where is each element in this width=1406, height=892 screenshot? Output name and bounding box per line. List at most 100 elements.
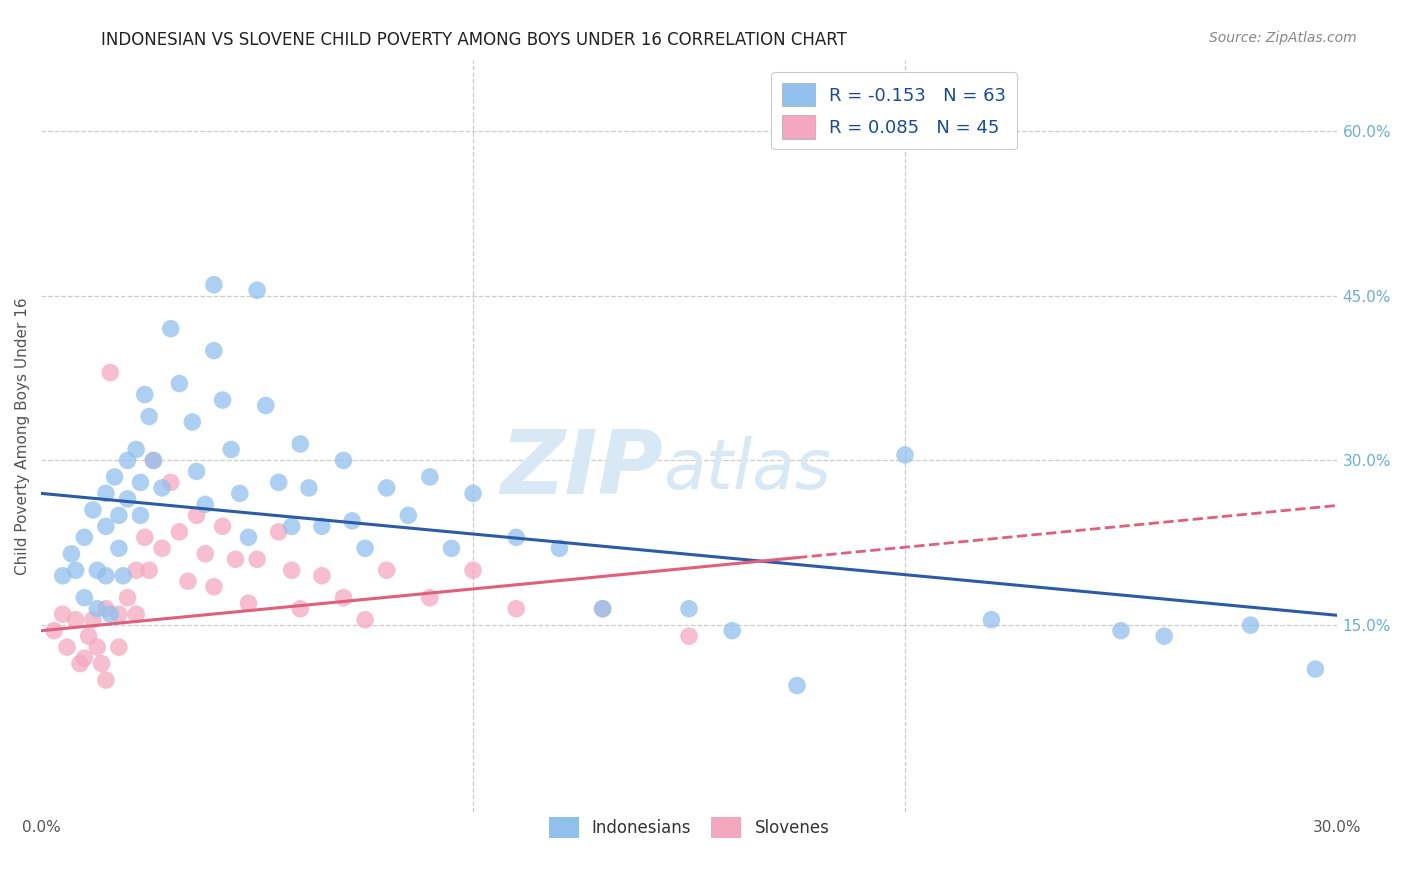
Point <box>219 442 242 457</box>
Point <box>82 613 104 627</box>
Point <box>186 465 208 479</box>
Point <box>177 574 200 589</box>
Point <box>332 453 354 467</box>
Point <box>108 640 131 654</box>
Point <box>142 453 165 467</box>
Point <box>169 524 191 539</box>
Point <box>129 475 152 490</box>
Point <box>1239 618 1261 632</box>
Point <box>396 508 419 523</box>
Point <box>94 673 117 687</box>
Point <box>375 481 398 495</box>
Point <box>138 563 160 577</box>
Point <box>246 552 269 566</box>
Point <box>77 629 100 643</box>
Point <box>94 486 117 500</box>
Y-axis label: Child Poverty Among Boys Under 16: Child Poverty Among Boys Under 16 <box>15 297 30 574</box>
Point <box>332 591 354 605</box>
Point <box>548 541 571 556</box>
Point <box>202 343 225 358</box>
Point <box>202 277 225 292</box>
Point <box>419 470 441 484</box>
Point <box>112 568 135 582</box>
Point <box>505 530 527 544</box>
Point <box>267 475 290 490</box>
Point <box>224 552 246 566</box>
Point <box>375 563 398 577</box>
Point <box>73 591 96 605</box>
Point <box>98 607 121 622</box>
Point <box>592 601 614 615</box>
Point <box>142 453 165 467</box>
Point <box>354 613 377 627</box>
Point <box>94 568 117 582</box>
Point <box>159 475 181 490</box>
Point <box>280 519 302 533</box>
Point <box>194 497 217 511</box>
Point <box>82 503 104 517</box>
Point <box>108 541 131 556</box>
Point <box>440 541 463 556</box>
Point <box>678 601 700 615</box>
Point <box>42 624 65 638</box>
Point <box>290 601 312 615</box>
Point <box>129 508 152 523</box>
Point <box>678 629 700 643</box>
Point <box>246 283 269 297</box>
Point <box>69 657 91 671</box>
Text: atlas: atlas <box>664 436 831 503</box>
Point <box>1305 662 1327 676</box>
Point <box>117 591 139 605</box>
Point <box>592 601 614 615</box>
Point <box>1109 624 1132 638</box>
Point <box>73 530 96 544</box>
Point <box>90 657 112 671</box>
Point <box>150 481 173 495</box>
Point <box>52 568 75 582</box>
Point <box>786 102 808 116</box>
Point <box>52 607 75 622</box>
Point <box>461 486 484 500</box>
Point <box>238 530 260 544</box>
Text: Source: ZipAtlas.com: Source: ZipAtlas.com <box>1209 31 1357 45</box>
Point <box>290 437 312 451</box>
Point <box>721 624 744 638</box>
Point <box>211 519 233 533</box>
Point <box>103 470 125 484</box>
Text: ZIP: ZIP <box>501 426 664 513</box>
Point <box>298 481 321 495</box>
Point <box>211 392 233 407</box>
Point <box>505 601 527 615</box>
Point <box>86 601 108 615</box>
Point <box>354 541 377 556</box>
Point <box>194 547 217 561</box>
Point <box>117 491 139 506</box>
Point <box>181 415 204 429</box>
Point <box>786 679 808 693</box>
Point <box>254 399 277 413</box>
Text: INDONESIAN VS SLOVENE CHILD POVERTY AMONG BOYS UNDER 16 CORRELATION CHART: INDONESIAN VS SLOVENE CHILD POVERTY AMON… <box>101 31 846 49</box>
Point <box>125 607 148 622</box>
Point <box>86 563 108 577</box>
Point <box>238 596 260 610</box>
Point <box>134 387 156 401</box>
Point <box>98 366 121 380</box>
Point <box>108 508 131 523</box>
Point <box>108 607 131 622</box>
Point <box>150 541 173 556</box>
Point <box>311 519 333 533</box>
Point <box>125 442 148 457</box>
Point <box>65 613 87 627</box>
Point <box>94 519 117 533</box>
Point <box>229 486 252 500</box>
Point <box>280 563 302 577</box>
Point <box>56 640 79 654</box>
Point <box>894 448 917 462</box>
Point <box>267 524 290 539</box>
Point <box>60 547 83 561</box>
Point <box>65 563 87 577</box>
Point <box>1153 629 1175 643</box>
Point <box>419 591 441 605</box>
Point <box>461 563 484 577</box>
Point <box>86 640 108 654</box>
